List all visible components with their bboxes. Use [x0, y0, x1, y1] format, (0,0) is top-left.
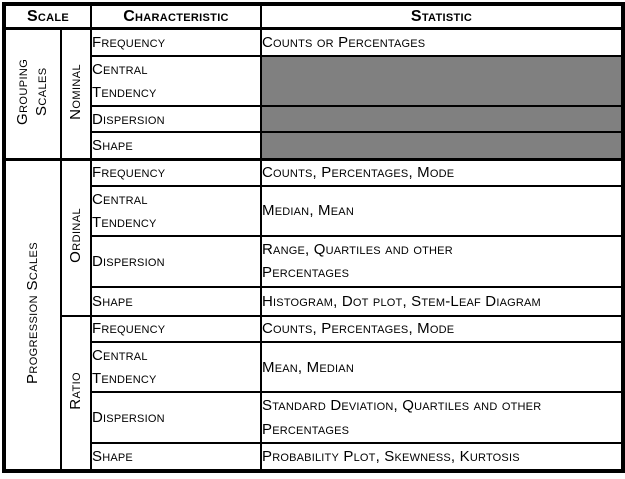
scale-label-ratio: Ratio [60, 314, 92, 473]
table-row: Dispersion [4, 105, 624, 134]
nominal-shape-statistic-shaded [260, 131, 624, 161]
scale-label-ordinal: Ordinal [60, 157, 92, 317]
nominal-central-tendency-statistic-shaded [260, 54, 624, 108]
characteristic-text: Shape [92, 136, 133, 154]
group-label-progression-scales: Progression Scales [3, 157, 62, 472]
header-characteristic: Characteristic [90, 3, 262, 31]
table-row: Grouping Scales Nominal Frequency Counts… [3, 27, 624, 161]
nominal-frequency-statistic: Counts or Percentages [260, 27, 624, 57]
table-row: Ratio Frequency Counts, Percentages, Mod… [4, 314, 624, 473]
ordinal-frequency-statistic: Counts, Percentages, Mode [260, 157, 624, 187]
characteristic-text: Shape [92, 292, 133, 310]
ordinal-shape-characteristic: Shape [90, 285, 262, 317]
characteristic-text: Shape [92, 447, 133, 465]
characteristic-text: Dispersion [92, 252, 165, 270]
table-row: Dispersion Range, Quartiles and other Pe… [4, 235, 624, 288]
table-row: Shape Probability Plot, Skewness, Kurtos… [4, 441, 624, 473]
characteristic-text: Frequency [92, 33, 166, 51]
ratio-dispersion-statistic: Standard Deviation, Quartiles and other … [260, 391, 624, 444]
nominal-dispersion-statistic-shaded [260, 105, 624, 134]
nominal-central-tendency-characteristic: Central Tendency [90, 54, 262, 108]
group-label-grouping-scales: Grouping Scales [3, 27, 62, 161]
characteristic-text: Central Tendency [92, 60, 157, 101]
nominal-frequency-characteristic: Frequency [90, 27, 262, 57]
ratio-frequency-statistic: Counts, Percentages, Mode [260, 314, 624, 344]
ratio-dispersion-characteristic: Dispersion [90, 391, 262, 444]
ratio-shape-statistic: Probability Plot, Skewness, Kurtosis [260, 441, 624, 473]
characteristic-text: Frequency [92, 320, 166, 338]
ratio-frequency-characteristic: Frequency [90, 314, 262, 344]
ordinal-shape-statistic: Histogram, Dot plot, Stem-Leaf Diagram [260, 285, 624, 317]
scale-label-text: Ratio [66, 372, 84, 410]
ordinal-frequency-characteristic: Frequency [90, 157, 262, 187]
characteristic-text: Dispersion [92, 409, 165, 426]
scale-label-text: Ordinal [66, 208, 84, 264]
nominal-shape-characteristic: Shape [90, 131, 262, 161]
table-row: Central Tendency Mean, Median [4, 341, 624, 394]
ordinal-central-tendency-characteristic: Central Tendency [90, 184, 262, 238]
ordinal-dispersion-characteristic: Dispersion [90, 235, 262, 288]
ratio-shape-characteristic: Shape [90, 441, 262, 473]
header-statistic: Statistic [260, 3, 624, 31]
table-row: Central Tendency Median, Mean [4, 184, 624, 238]
table-row: Central Tendency [4, 54, 624, 108]
nominal-dispersion-characteristic: Dispersion [90, 105, 262, 134]
scale-label-text: Nominal [66, 64, 84, 120]
table-row: Shape [4, 131, 624, 161]
ordinal-dispersion-statistic: Range, Quartiles and other Percentages [260, 235, 624, 288]
table-row: Dispersion Standard Deviation, Quartiles… [4, 391, 624, 444]
table-row: Progression Scales Ordinal Frequency Cou… [3, 157, 624, 472]
ratio-central-tendency-characteristic: Central Tendency [90, 341, 262, 394]
header-scale: Scale [3, 3, 92, 31]
ratio-central-tendency-statistic: Mean, Median [260, 341, 624, 394]
characteristic-text: Frequency [92, 164, 166, 182]
characteristic-text: Central Tendency [92, 346, 157, 388]
table-row: Shape Histogram, Dot plot, Stem-Leaf Dia… [4, 285, 624, 317]
characteristic-text: Central Tendency [92, 190, 157, 232]
scale-label-nominal: Nominal [60, 27, 92, 161]
characteristic-text: Dispersion [92, 110, 165, 128]
group-label-text: Progression Scales [23, 241, 41, 384]
ordinal-central-tendency-statistic: Median, Mean [260, 184, 624, 238]
group-label-text: Grouping Scales [14, 58, 50, 126]
